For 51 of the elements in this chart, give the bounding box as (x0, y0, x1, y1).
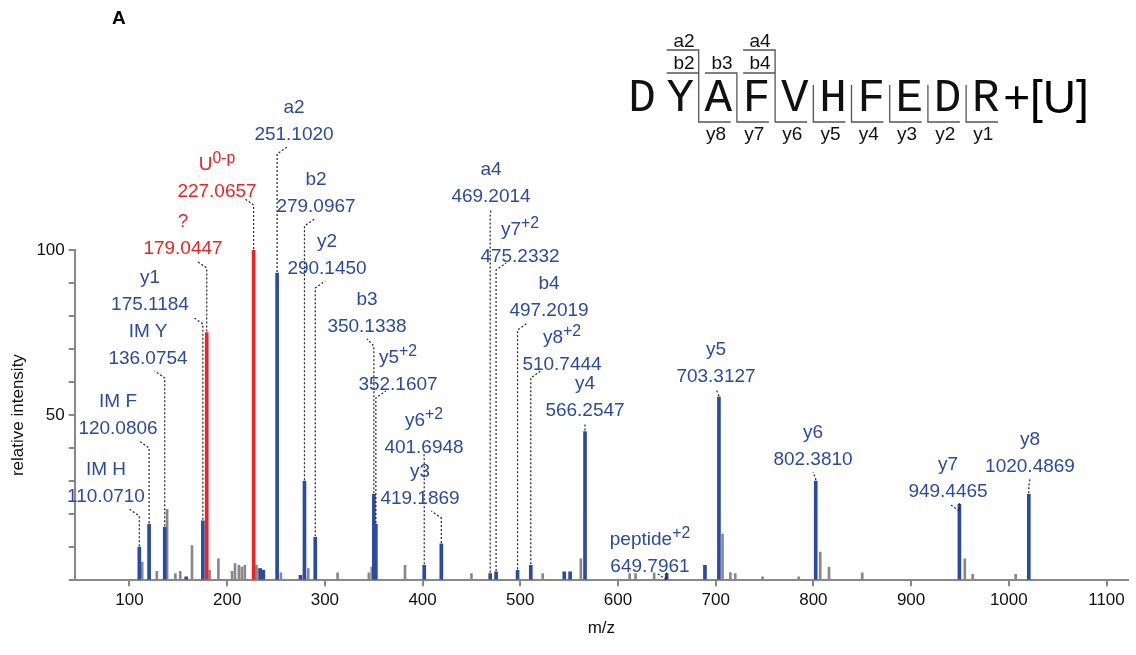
y-tick-label: 50 (45, 404, 65, 424)
text: b3 (711, 52, 733, 73)
annotation: IM Y 136.0754 (108, 319, 188, 370)
annotation: IM F 120.0806 (78, 389, 158, 440)
x-tick-label: 100 (115, 590, 144, 610)
x-tick-label: 400 (408, 590, 437, 610)
x-tick-label: 1100 (1088, 590, 1125, 610)
text: F (742, 73, 771, 125)
text: a2 (673, 30, 695, 51)
text: y6 (782, 123, 803, 144)
text: y8 (705, 123, 727, 144)
x-tick-label: 600 (603, 590, 633, 610)
text: F (857, 73, 885, 125)
text: y4 (858, 123, 879, 144)
y-axis-title: relative intensity (7, 353, 27, 477)
annotation: b2 279.0967 (276, 167, 356, 218)
x-tick-label: 900 (896, 590, 926, 610)
x-tick-label: 500 (506, 590, 535, 610)
annotation: y1 175.1184 (111, 265, 189, 316)
text: E (895, 73, 924, 125)
annotation: a2 251.1020 (254, 95, 334, 146)
text: y1 (973, 123, 994, 144)
text: y2 (935, 123, 956, 144)
text: y5 (820, 123, 841, 144)
x-tick-label: 200 (212, 590, 242, 610)
text: D (628, 73, 656, 125)
annotation: y6 802.3810 (773, 420, 853, 471)
chart-title: A (112, 7, 126, 28)
annotation: peptide$^{+2}$ 649.7961 (609, 523, 691, 579)
annotation: ? 179.0447 (143, 209, 223, 260)
text: b2 (673, 52, 695, 73)
text: Y (666, 73, 694, 125)
text: V (780, 73, 809, 125)
x-tick-label: 800 (799, 590, 828, 610)
x-tick-label: 1000 (989, 590, 1028, 610)
annotation: y8 1020.4869 (985, 427, 1075, 478)
text: H (819, 73, 847, 125)
x-axis-title: m/z (587, 618, 616, 638)
text: y3 (896, 123, 918, 144)
text: R (971, 73, 1000, 125)
annotation: U$^{0-p}$ 227.0657 (177, 148, 257, 204)
text: A (704, 73, 733, 125)
x-tick-label: 300 (310, 590, 340, 610)
x-tick-label: 700 (701, 590, 730, 610)
text: y7 (744, 123, 765, 144)
annotation: y3 419.1869 (380, 459, 460, 510)
annotation: y5 703.3127 (676, 337, 756, 388)
text: b4 (749, 52, 771, 73)
text: D (933, 73, 962, 125)
text: +[U] (1003, 71, 1089, 123)
text: a4 (749, 30, 771, 51)
